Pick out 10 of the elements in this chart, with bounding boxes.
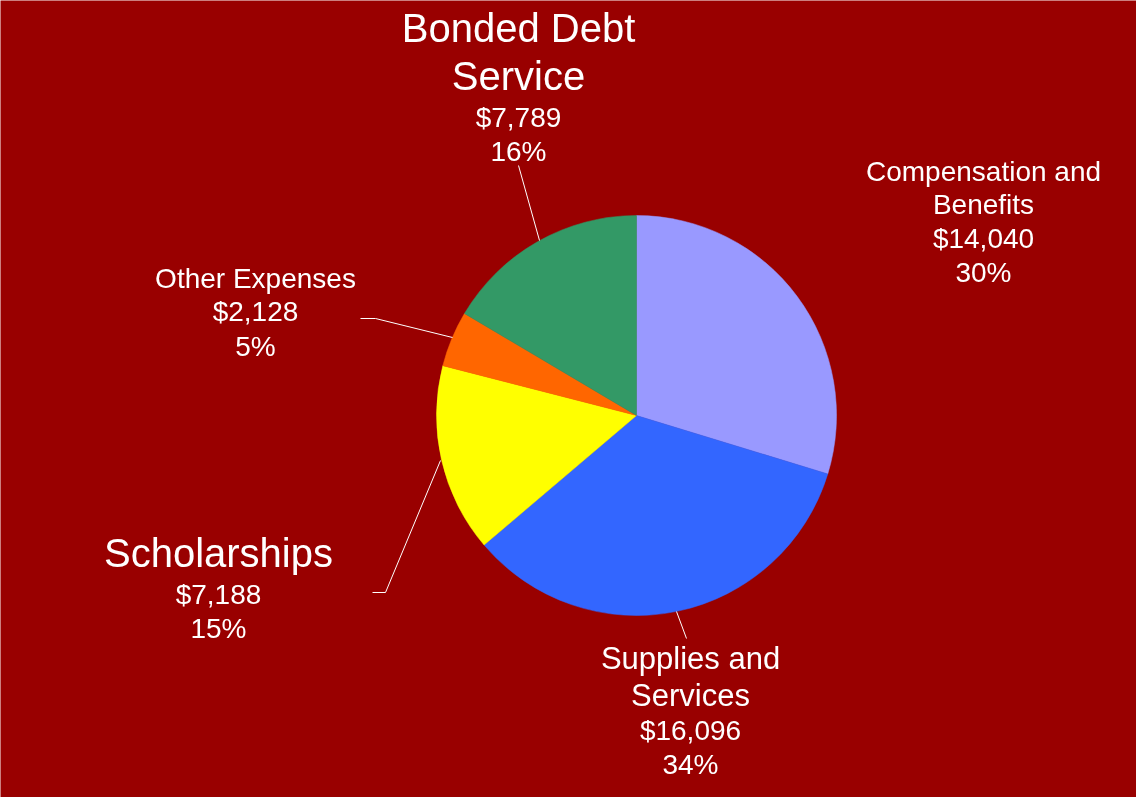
slice-label: Supplies and Services — [600, 640, 781, 713]
data-label: $16,096 34% — [639, 714, 742, 781]
slice-label: Scholarships — [104, 530, 334, 575]
data-label: $7,789 16% — [475, 101, 562, 168]
data-label: $7,188 15% — [175, 578, 262, 645]
data-label: $2,128 5% — [212, 296, 299, 362]
slice-label: Compensation and Benefits — [865, 155, 1102, 221]
data-label: $14,040 30% — [932, 222, 1035, 289]
slice-label: Other Expenses — [155, 262, 356, 294]
slice-label: Bonded Debt Service — [401, 5, 636, 98]
